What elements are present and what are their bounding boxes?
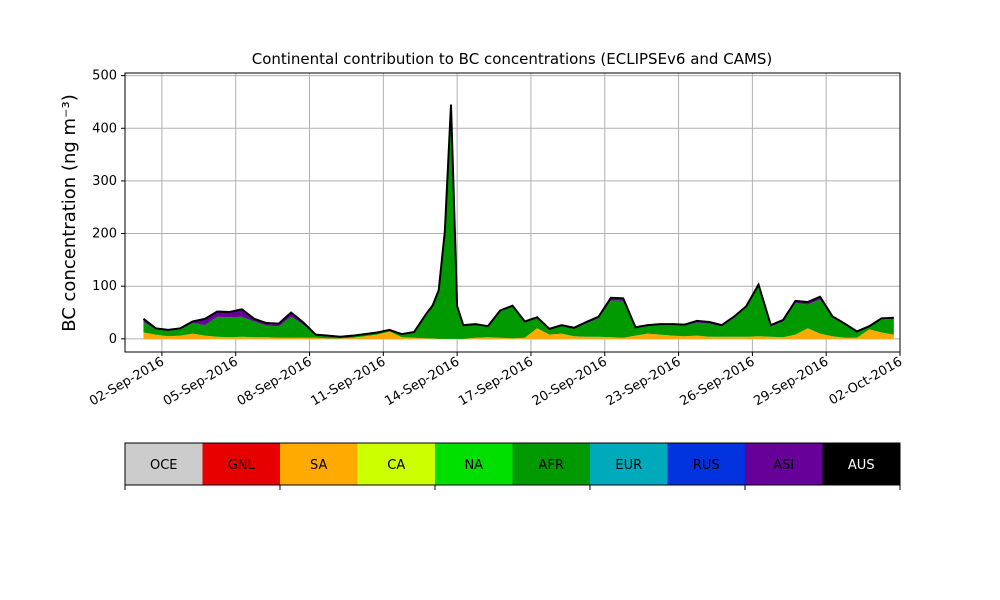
x-tick-label: 17-Sep-2016 — [456, 354, 536, 409]
area-eur — [143, 107, 894, 338]
legend-swatch-rus — [667, 443, 746, 485]
y-axis-label: BC concentration (ng m⁻³) — [59, 94, 80, 332]
area-rus — [143, 107, 894, 338]
x-tick-label: 02-Sep-2016 — [87, 354, 167, 409]
legend-swatch-eur — [590, 443, 668, 485]
legend-label-aus: AUS — [848, 458, 875, 473]
stacked-areas — [142, 104, 894, 339]
area-sa — [143, 328, 894, 339]
y-tick-label: 500 — [92, 69, 117, 84]
x-tick-label: 20-Sep-2016 — [530, 354, 610, 409]
legend-swatch-aus — [822, 443, 901, 485]
legend-label-oce: OCE — [150, 458, 178, 473]
legend-label-na: NA — [464, 458, 483, 473]
legend-colorbar: OCE GNL SA CA NA AFR EUR RUS ASI AUS — [124, 442, 901, 490]
y-tick-label: 100 — [92, 279, 117, 294]
legend-label-sa: SA — [310, 458, 327, 473]
legend-label-asi: ASI — [773, 458, 794, 473]
legend-frame — [124, 442, 901, 486]
y-tick-label: 300 — [92, 174, 117, 189]
legend-swatch-oce — [125, 443, 203, 485]
y-tick-label: 400 — [92, 121, 117, 136]
plot-area: 0 100 200 300 400 500 02-Sep-201605-Sep-201608… — [87, 69, 905, 410]
legend-swatch-asi — [745, 443, 823, 485]
legend-swatch-ca — [357, 443, 436, 485]
x-tick-label: 05-Sep-2016 — [161, 354, 241, 409]
legend-label-afr: AFR — [539, 458, 564, 473]
chart-title: Continental contribution to BC concentra… — [252, 50, 773, 68]
legend-label-rus: RUS — [693, 458, 720, 473]
legend-label-eur: EUR — [615, 458, 642, 473]
y-tick-label: 200 — [92, 227, 117, 242]
axes-frame — [124, 72, 901, 353]
area-asi — [143, 104, 894, 338]
x-tick-label: 29-Sep-2016 — [751, 354, 831, 409]
area-aus — [143, 104, 894, 337]
x-tick-label: 14-Sep-2016 — [382, 354, 462, 409]
legend-swatch-afr — [512, 443, 591, 485]
legend-swatch-gnl — [202, 443, 281, 485]
total-line — [142, 104, 894, 338]
legend-swatch-sa — [280, 443, 358, 485]
legend-swatch-na — [435, 443, 513, 485]
legend-label-gnl: GNL — [228, 458, 256, 473]
area-afr — [143, 107, 894, 339]
x-tick-label: 11-Sep-2016 — [309, 354, 389, 409]
x-tick-label: 02-Oct-2016 — [827, 354, 905, 408]
x-tick-label: 26-Sep-2016 — [678, 354, 758, 409]
y-tick-label: 0 — [109, 332, 117, 347]
legend-label-ca: CA — [387, 458, 405, 473]
x-tick-label: 23-Sep-2016 — [604, 354, 684, 409]
x-tick-label: 08-Sep-2016 — [235, 354, 315, 409]
